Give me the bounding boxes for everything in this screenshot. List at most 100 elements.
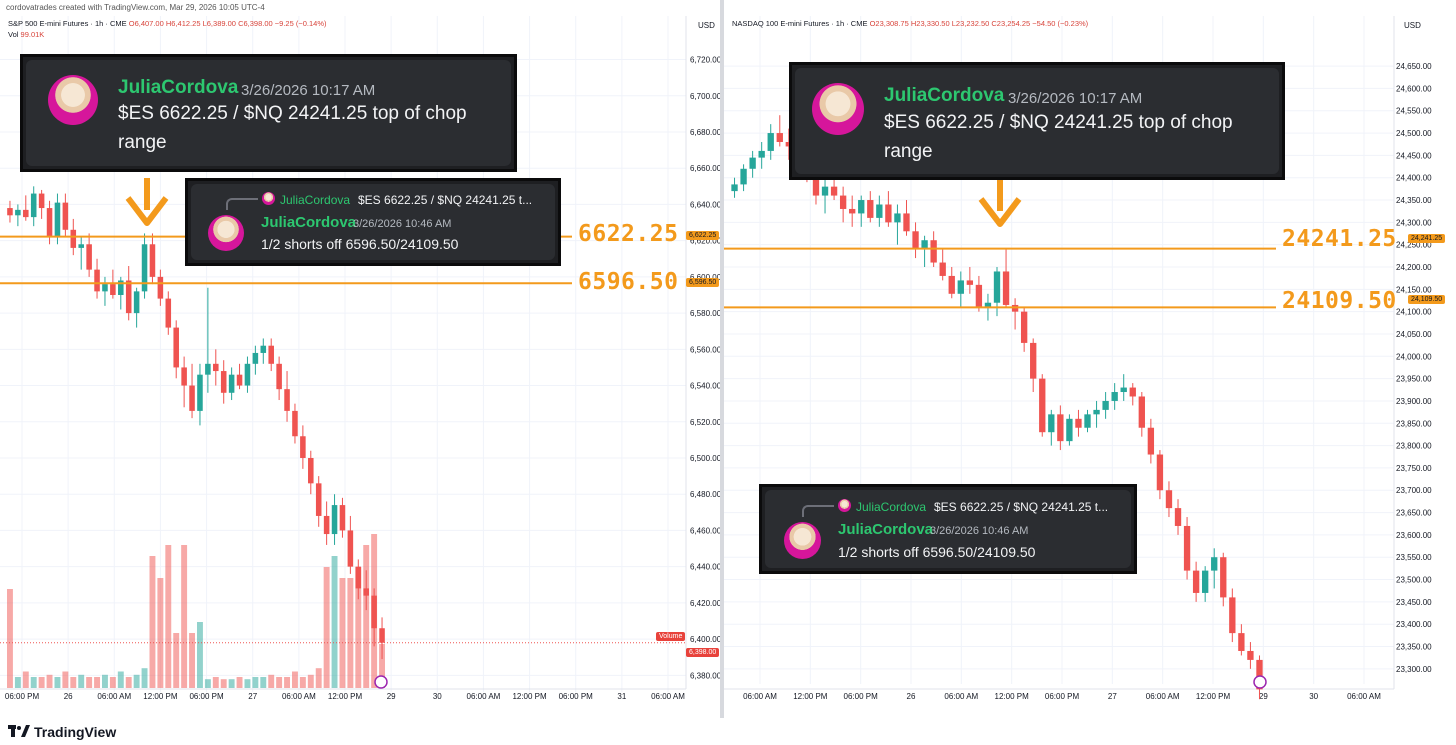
es-volume-bar <box>38 677 45 688</box>
nq-price-tick: 24,600.00 <box>1396 84 1432 93</box>
nq-price-tick: 23,700.00 <box>1396 486 1432 495</box>
post-text-line-2: range <box>884 141 933 162</box>
nq-low: L23,232.50 <box>951 19 990 28</box>
es-volume-bar <box>165 545 172 688</box>
header-credit: cordovatrades created with TradingView.c… <box>6 3 265 12</box>
nq-candle-body <box>885 204 892 223</box>
es-candle-body <box>300 436 306 458</box>
es-candle-body <box>308 457 314 484</box>
nq-currency: USD <box>1404 21 1421 30</box>
nq-candle-body <box>731 184 738 192</box>
es-high: H6,412.25 <box>165 19 201 28</box>
nq-candle-body <box>830 186 838 196</box>
es-time-tick: 12:00 PM <box>512 692 547 701</box>
es-time-tick: 06:00 AM <box>282 692 316 701</box>
nq-candle-body <box>1183 525 1191 571</box>
quote-username: JuliaCordova <box>280 193 351 207</box>
reply-username: JuliaCordova <box>261 214 357 231</box>
nq-time-tick: 12:00 PM <box>995 692 1030 701</box>
nq-candle-body <box>1192 570 1200 593</box>
es-candle-body <box>23 209 29 218</box>
es-time-tick: 29 <box>387 692 396 701</box>
es-price-tag-1: 6,622.25 <box>686 231 720 240</box>
nq-time-tick: 06:00 AM <box>1347 692 1381 701</box>
es-candle-body <box>78 244 84 248</box>
es-candle-body <box>292 410 298 437</box>
es-currency: USD <box>698 21 715 30</box>
es-time-tick: 06:00 PM <box>189 692 224 701</box>
es-vol-value: 99.01K <box>20 30 45 39</box>
es-volume-bar <box>125 677 132 688</box>
es-price-tag-2: 6,596.50 <box>686 278 720 287</box>
nq-candle-body <box>1093 409 1100 415</box>
tradingview-logo-icon <box>8 724 30 737</box>
es-volume-bar <box>244 679 251 688</box>
es-volume-bar <box>94 677 100 688</box>
nq-candle-body <box>1174 508 1182 526</box>
reply-connector <box>226 198 258 210</box>
nq-symbol: NASDAQ 100 E-mini Futures · 1h · CME <box>732 19 868 28</box>
nq-price-tick: 23,900.00 <box>1396 397 1432 406</box>
es-time-tick: 06:00 AM <box>97 692 131 701</box>
es-candle-body <box>30 193 37 218</box>
post-timestamp: 3/26/2026 10:17 AM <box>241 82 376 99</box>
es-price-tick: 6,500.00 <box>690 454 720 463</box>
es-close: C6,398.00 <box>238 19 273 28</box>
post-username: JuliaCordova <box>118 77 239 98</box>
nq-price-tick: 24,250.00 <box>1396 241 1432 250</box>
nq-level-1-label: 24241.25 <box>1282 226 1397 252</box>
es-volume-bar <box>284 677 290 688</box>
es-volume-bar <box>363 545 370 688</box>
nq-price-tick: 23,400.00 <box>1396 620 1432 629</box>
panel-divider <box>720 0 724 718</box>
nq-candle-body <box>767 133 774 151</box>
es-volume-bar <box>78 674 85 688</box>
es-candle-body <box>355 566 362 589</box>
nq-candle-body <box>984 302 992 308</box>
nq-price-tick: 23,350.00 <box>1396 643 1432 652</box>
nq-price-tick: 23,800.00 <box>1396 442 1432 451</box>
es-candle-body <box>363 588 369 596</box>
es-time-tick: 30 <box>433 692 442 701</box>
es-candle-body <box>371 595 377 629</box>
nq-price-tick: 24,500.00 <box>1396 129 1432 138</box>
es-time-tick: 31 <box>617 692 626 701</box>
nq-candle-body <box>821 186 829 196</box>
es-volume-bar <box>14 677 21 688</box>
es-lightning-icon <box>374 675 388 689</box>
nq-high: H23,330.50 <box>910 19 950 28</box>
es-volume-bar <box>315 668 322 688</box>
nq-candle-body <box>1165 490 1173 509</box>
nq-candle-body <box>867 200 874 218</box>
es-volume-bar <box>323 567 330 688</box>
nq-candle-body <box>966 280 974 285</box>
es-candle-body <box>157 276 164 299</box>
es-candle-body <box>181 367 187 386</box>
es-volume-bar <box>133 674 140 688</box>
es-volume-bar <box>189 633 195 688</box>
es-candle-body <box>276 363 282 390</box>
es-volume-bar <box>220 679 227 688</box>
footer-brand[interactable]: TradingView <box>8 718 116 745</box>
nq-close: C23,254.25 <box>991 19 1031 28</box>
avatar <box>208 215 244 251</box>
nq-price-tick: 23,450.00 <box>1396 598 1432 607</box>
nq-candle-body <box>1030 342 1037 379</box>
es-time-tick: 06:00 AM <box>467 692 501 701</box>
es-price-tick: 6,700.00 <box>690 92 720 101</box>
nq-candle-body <box>1102 400 1109 410</box>
es-candle-body <box>213 363 219 372</box>
nq-time-tick: 06:00 PM <box>844 692 879 701</box>
nq-price-tick: 23,750.00 <box>1396 464 1432 473</box>
es-candle-body <box>7 208 13 216</box>
nq-price-tick: 24,300.00 <box>1396 218 1432 227</box>
reply-timestamp: 3/26/2026 10:46 AM <box>353 218 452 230</box>
es-symbol: S&P 500 E-mini Futures · 1h · CME <box>8 19 127 28</box>
es-volume-bar <box>339 578 346 688</box>
es-candle-body <box>62 202 69 230</box>
nq-time-tick: 06:00 AM <box>743 692 777 701</box>
es-price-tick: 6,380.00 <box>690 671 720 680</box>
nq-price-tick: 24,350.00 <box>1396 196 1432 205</box>
nq-price-tick: 24,000.00 <box>1396 352 1432 361</box>
nq-candle-body <box>876 204 883 218</box>
